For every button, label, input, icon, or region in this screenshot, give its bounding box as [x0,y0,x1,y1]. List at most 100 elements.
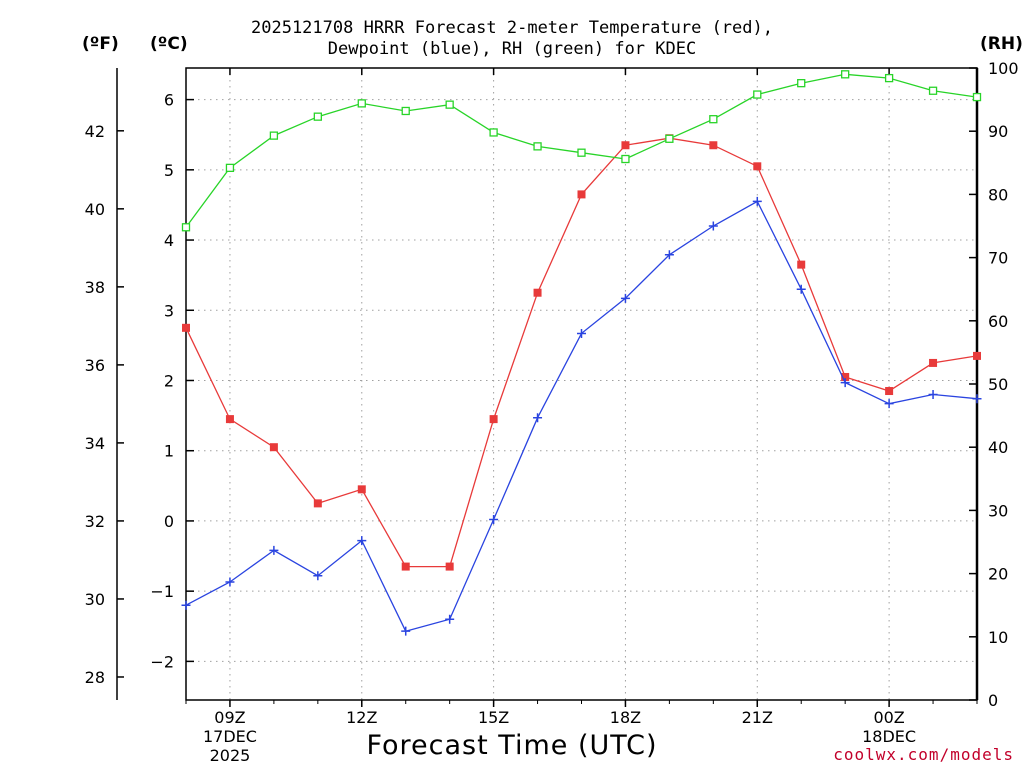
credit-link[interactable]: coolwx.com/models [833,745,1014,764]
c-tick-label: 3 [164,301,174,320]
rh-point [753,90,762,99]
rh-tick-label: 30 [988,501,1008,520]
x-tick-label: 00Z [873,708,904,727]
f-tick-label: 38 [85,278,105,297]
x-axis-title: Forecast Time (UTC) [366,730,658,761]
dewpoint-point [225,577,235,587]
rh-unit-label: (RH) [980,34,1023,54]
fahrenheit-unit-label: (ºF) [82,34,119,54]
f-tick-label: 36 [85,356,105,375]
temperature-point [313,499,322,508]
dewpoint-point [269,545,279,555]
celsius-unit-label: (ºC) [150,34,188,54]
c-tick-label: 0 [164,512,174,531]
temperature-line [185,137,978,568]
rh-tick-label: 90 [988,122,1008,141]
dewpoint-point [401,626,411,636]
dewpoint-point [884,399,894,409]
temperature-point [445,562,454,571]
rh-tick-label: 60 [988,312,1008,331]
x-tick-label: 15Z [478,708,509,727]
temperature-point [841,372,850,381]
rh-point [533,142,542,151]
dewpoint-line [185,200,978,632]
dewpoint-point [181,600,191,610]
f-tick-label: 42 [85,122,105,141]
temperature-point [973,351,981,360]
temperature-point [929,358,938,367]
rh-point [797,79,806,88]
temperature-point [797,260,806,269]
dewpoint-point [928,390,938,400]
rh-tick-label: 100 [988,59,1019,78]
chart-title-line-1: 2025121708 HRRR Forecast 2-meter Tempera… [251,18,773,38]
c-tick-label: 4 [164,231,174,250]
x-date-label: 18DEC [862,727,916,746]
c-tick-label: 1 [164,442,174,461]
dewpoint-point [752,196,762,206]
x-year-label: 2025 [210,746,251,765]
temperature-point [489,415,498,424]
rh-point [313,112,322,121]
rh-point [445,100,454,109]
temperature-point [182,323,190,332]
x-tick-label: 18Z [610,708,641,727]
c-tick-label: 2 [164,371,174,390]
rh-tick-label: 40 [988,438,1008,457]
temperature-point [621,141,630,150]
rh-point [577,148,586,157]
rh-point [621,154,630,164]
temperature-point [709,141,718,150]
chart-title-line-2: Dewpoint (blue), RH (green) for KDEC [327,39,697,59]
dewpoint-point [840,378,850,388]
rh-point [357,99,366,108]
series-layer [181,70,982,636]
rh-point [225,163,235,173]
dewpoint-point [796,284,806,294]
rh-tick-label: 0 [988,691,998,710]
dewpoint-point [972,394,982,404]
rh-point [972,92,982,102]
temperature-point [885,387,894,396]
rh-point [709,115,718,124]
temperature-point [401,562,410,571]
c-tick-label: −1 [150,582,174,601]
rh-point [269,131,279,140]
x-tick-label: 09Z [214,708,245,727]
c-tick-label: 6 [164,91,174,110]
dewpoint-point [357,536,367,546]
f-tick-label: 28 [85,668,105,687]
temperature-point [577,190,586,199]
dewpoint-point [664,250,674,260]
rh-tick-label: 20 [988,565,1008,584]
dewpoint-point [620,293,630,303]
dewpoint-point [313,571,323,581]
c-tick-label: 5 [164,161,174,180]
f-tick-label: 32 [85,512,105,531]
x-tick-label: 21Z [742,708,773,727]
rh-tick-label: 80 [988,185,1008,204]
dewpoint-point [708,221,718,231]
rh-tick-label: 50 [988,375,1008,394]
f-tick-label: 40 [85,200,105,219]
f-tick-label: 30 [85,590,105,609]
x-tick-label: 12Z [346,708,377,727]
rh-point [841,70,850,79]
dewpoint-point [577,328,586,338]
temperature-point [225,415,234,424]
dewpoint-point [445,614,455,624]
rh-tick-label: 10 [988,628,1008,647]
rh-point [884,73,894,83]
rh-point [928,86,938,95]
rh-tick-label: 70 [988,249,1008,268]
temperature-point [357,485,366,494]
rh-point [665,134,674,143]
dewpoint-point [489,515,499,525]
temperature-point [533,288,542,297]
dewpoint-point [533,413,543,423]
rh-point [181,223,191,232]
x-date-label: 17DEC [203,727,257,746]
f-tick-label: 34 [85,434,105,453]
